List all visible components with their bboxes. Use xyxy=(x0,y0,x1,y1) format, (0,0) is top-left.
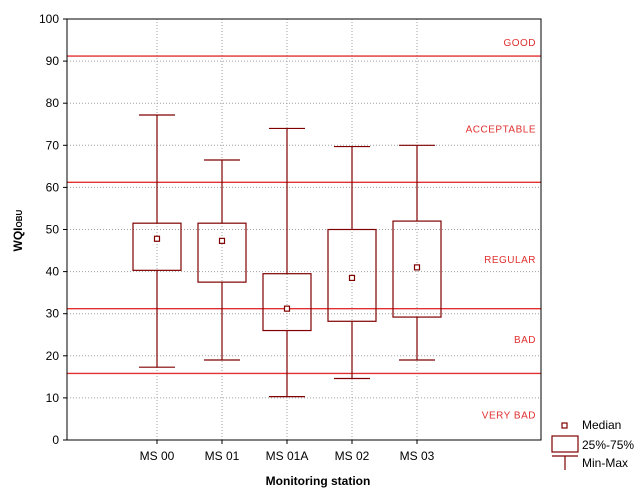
y-axis-title-main: WQI xyxy=(11,228,25,252)
zone-label: BAD xyxy=(514,335,536,346)
y-tick-label: 100 xyxy=(39,12,59,26)
iqr-box xyxy=(197,222,247,283)
legend-box-symbol xyxy=(551,435,579,453)
x-tick-label: MS 03 xyxy=(400,449,435,463)
zone-label: GOOD xyxy=(503,38,536,49)
x-tick-label: MS 02 xyxy=(335,449,370,463)
y-tick-label: 40 xyxy=(46,265,60,279)
y-axis-ticks: 0 10 20 30 40 50 60 70 80 90 100 xyxy=(39,12,67,447)
median-marker xyxy=(218,237,226,244)
iqr-box xyxy=(262,273,312,332)
y-tick-label: 90 xyxy=(46,54,60,68)
x-axis-title: Monitoring station xyxy=(266,474,371,488)
box-series xyxy=(132,114,442,398)
x-tick-label: MS 01 xyxy=(205,449,240,463)
y-tick-label: 10 xyxy=(46,391,60,405)
median-marker xyxy=(413,264,421,271)
y-tick-label: 70 xyxy=(46,138,60,152)
zone-labels: GOOD ACCEPTABLE REGULAR BAD VERY BAD xyxy=(466,38,536,422)
x-tick-label: MS 01A xyxy=(266,449,309,463)
legend: Median 25%-75% Min-Max xyxy=(551,418,634,470)
threshold-lines xyxy=(67,55,541,375)
box-group xyxy=(197,159,247,361)
y-tick-label: 0 xyxy=(52,433,59,447)
legend-box-label: 25%-75% xyxy=(582,438,634,452)
legend-median-symbol xyxy=(561,422,568,429)
zone-label: ACCEPTABLE xyxy=(466,124,536,135)
iqr-box xyxy=(392,220,442,318)
x-tick-label: MS 00 xyxy=(140,449,175,463)
median-marker xyxy=(153,235,161,242)
y-tick-label: 80 xyxy=(46,96,60,110)
box-group xyxy=(392,144,442,361)
zone-label: VERY BAD xyxy=(482,411,536,422)
y-tick-label: 60 xyxy=(46,180,60,194)
y-axis-title: WQIOBU xyxy=(11,210,25,252)
box-group xyxy=(132,114,182,368)
y-axis-title-subscript: OBU xyxy=(15,210,24,228)
zone-label: REGULAR xyxy=(484,255,536,266)
y-tick-label: 20 xyxy=(46,349,60,363)
x-axis-ticks: MS 00 MS 01 MS 01A MS 02 MS 03 xyxy=(140,440,435,463)
legend-median-label: Median xyxy=(582,418,621,432)
median-marker xyxy=(348,274,356,282)
y-tick-label: 30 xyxy=(46,307,60,321)
y-tick-label: 50 xyxy=(46,223,60,237)
median-marker xyxy=(283,305,291,312)
iqr-box xyxy=(327,228,377,322)
legend-whisker-label: Min-Max xyxy=(582,456,628,470)
grid xyxy=(67,19,541,440)
box-group xyxy=(327,145,377,380)
box-group xyxy=(262,127,312,398)
iqr-box xyxy=(132,222,182,271)
